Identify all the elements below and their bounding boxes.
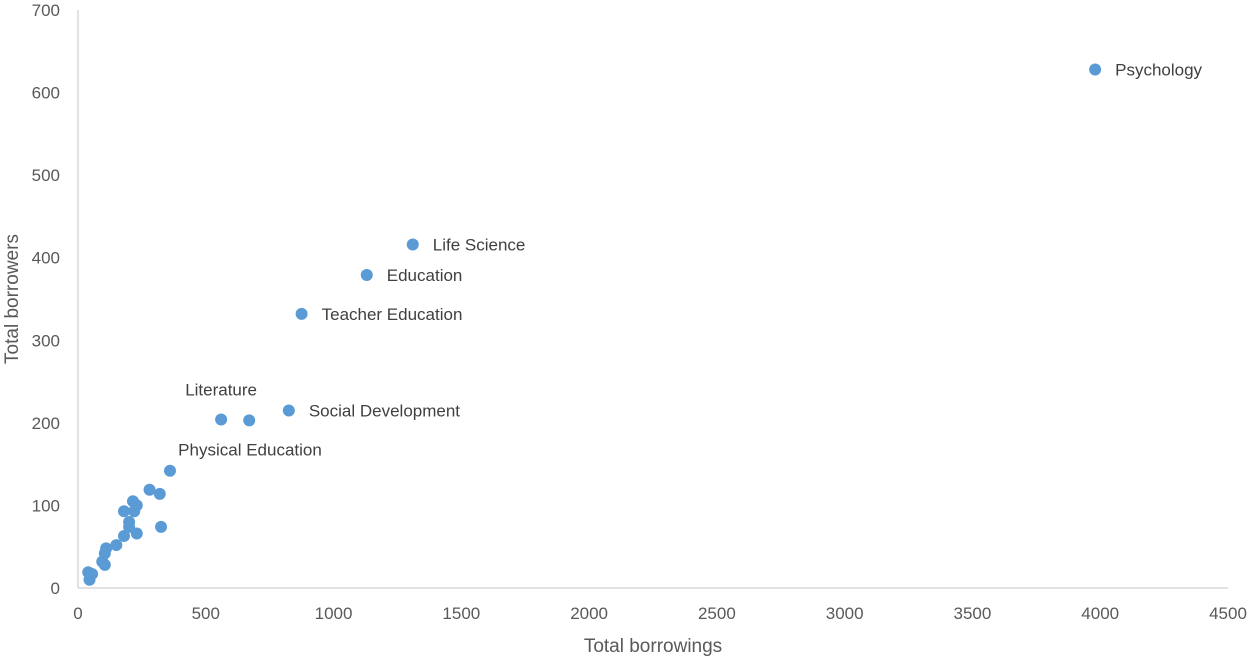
data-point [406,238,419,251]
x-tick-label: 500 [192,604,220,623]
y-tick-label: 300 [32,331,60,350]
data-point [83,573,96,586]
y-tick-label: 500 [32,166,60,185]
x-tick-label: 1000 [315,604,353,623]
axes [77,10,1228,589]
data-point [98,558,111,571]
data-point [118,505,130,518]
data-point [153,487,166,500]
y-tick-label: 400 [32,249,60,268]
y-tick-labels: 0 100 200 300 400 500 600 700 [32,1,60,598]
x-tick-label: 4500 [1209,604,1247,623]
y-tick-label: 600 [32,84,60,103]
data-point [295,307,308,320]
data-point [164,464,176,477]
data-point [243,414,256,427]
data-point [130,527,143,540]
data-point [128,505,141,518]
point-label: Social Development [309,401,460,420]
data-point [215,413,228,426]
point-labels: Psychology Life Science Education Teacher E… [178,60,1202,459]
data-point [143,483,156,496]
y-tick-label: 700 [32,1,60,20]
data-point [155,520,168,533]
x-tick-label: 3500 [954,604,992,623]
data-point [360,269,373,282]
y-tick-label: 200 [32,414,60,433]
point-label: Psychology [1115,60,1202,79]
x-axis-title: Total borrowings [584,636,722,657]
point-label: Physical Education [178,441,322,460]
data-point [110,539,123,552]
y-tick-label: 100 [32,496,60,515]
point-label: Literature [185,381,257,400]
data-points [82,63,1102,586]
point-label: Education [387,266,463,285]
data-point [118,529,130,542]
x-tick-label: 2000 [570,604,608,623]
data-point [282,404,295,417]
x-tick-label: 3000 [826,604,864,623]
x-tick-label: 2500 [698,604,736,623]
x-tick-label: 0 [73,604,82,623]
y-tick-label: 0 [51,579,60,598]
data-point [1089,63,1102,76]
x-tick-label: 1500 [442,604,480,623]
y-axis-title: Total borrowers [2,234,23,364]
x-tick-labels: 0 500 1000 1500 2000 2500 3000 3500 4000 4500 [73,604,1247,623]
point-label: Teacher Education [322,305,463,324]
x-tick-label: 4000 [1081,604,1119,623]
point-label: Life Science [433,236,526,255]
